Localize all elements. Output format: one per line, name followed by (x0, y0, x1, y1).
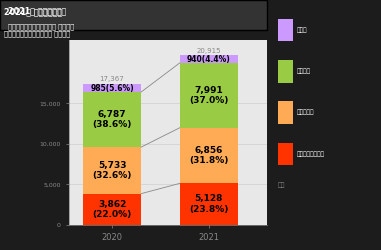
Bar (83, 147, 141, 194)
Bar (83, 92, 141, 147)
Text: 17,367: 17,367 (100, 76, 125, 82)
Text: 985(5.6%): 985(5.6%) (90, 84, 134, 92)
Text: ディスプレイ広告: ディスプレイ広告 (297, 151, 325, 156)
Text: 2021年 日本の広告費: 2021年 日本の広告費 (8, 6, 66, 15)
Text: 5,128
(23.8%): 5,128 (23.8%) (189, 194, 228, 214)
Text: 7,991
(37.0%): 7,991 (37.0%) (189, 86, 228, 105)
Text: 20,915: 20,915 (197, 48, 221, 54)
Text: 6,856
(31.8%): 6,856 (31.8%) (189, 146, 228, 165)
Bar (180, 63, 238, 128)
Bar (83, 194, 141, 225)
Text: 940(4.4%): 940(4.4%) (187, 54, 231, 64)
Text: 3,862
(22.0%): 3,862 (22.0%) (93, 200, 132, 219)
Text: 検索広告: 検索広告 (297, 68, 311, 74)
Bar (83, 84, 141, 92)
Text: 億円: 億円 (278, 182, 286, 188)
Bar (180, 128, 238, 184)
Text: インターネット広告媒体費 詳細分析: インターネット広告媒体費 詳細分析 (4, 30, 70, 36)
Text: 5,733
(32.6%): 5,733 (32.6%) (92, 161, 132, 180)
Bar (180, 55, 238, 63)
Text: 6,787
(38.6%): 6,787 (38.6%) (92, 110, 132, 129)
Text: 2021年 日本の広告費: 2021年 日本の広告費 (4, 8, 62, 16)
Text: その他: その他 (297, 27, 308, 33)
Text: インターネット広告媒体費 詳細分析: インターネット広告媒体費 詳細分析 (8, 24, 74, 30)
Bar (180, 184, 238, 225)
Text: 運用型広告: 運用型広告 (297, 110, 315, 115)
